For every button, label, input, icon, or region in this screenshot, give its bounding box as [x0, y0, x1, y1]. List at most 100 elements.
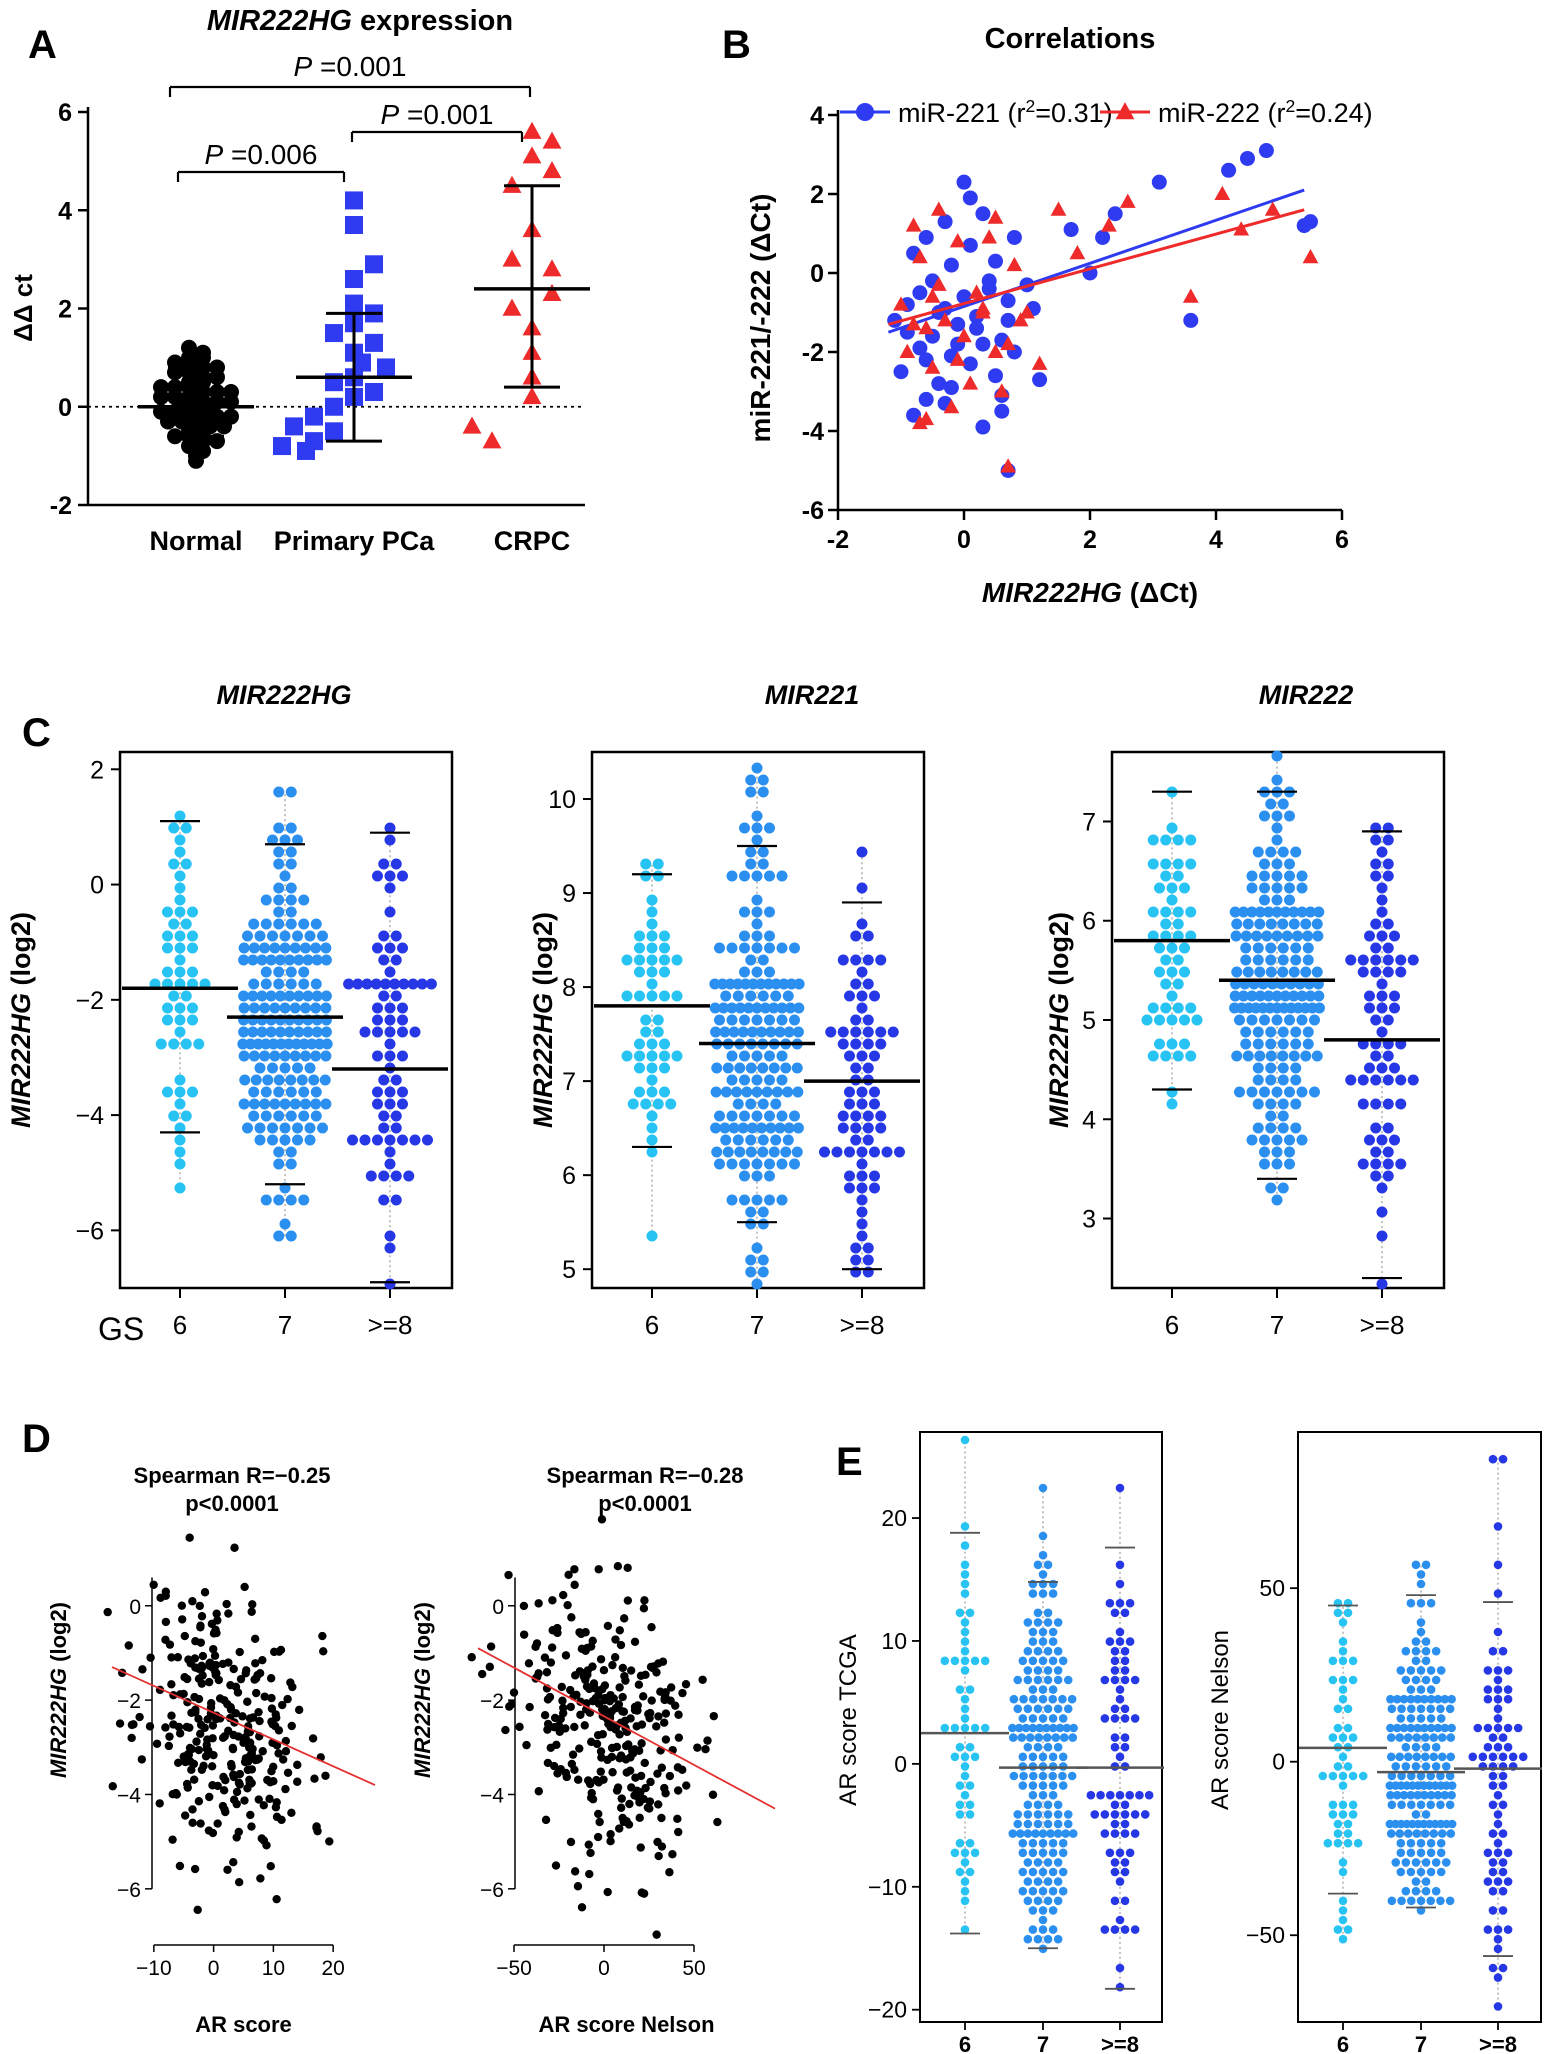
- panel-d-point: [628, 1746, 637, 1756]
- panel-c-point: [174, 1014, 186, 1026]
- panel-e-point: [1493, 1704, 1503, 1714]
- panel-c-point: [321, 1038, 333, 1050]
- panel-c-point: [289, 1002, 301, 1014]
- panel-d-point: [175, 1861, 185, 1871]
- panel-d-point: [570, 1580, 579, 1590]
- panel-b-point: [1258, 143, 1274, 159]
- panel-c-point: [384, 1278, 396, 1290]
- panel-e-point: [1338, 1656, 1348, 1666]
- panel-b-point: [975, 300, 991, 315]
- panel-e-point: [1413, 1790, 1422, 1800]
- panel-e-point: [1033, 1810, 1043, 1819]
- panel-c-point: [1382, 966, 1394, 978]
- panel-e-point: [1058, 1781, 1068, 1790]
- panel-c-point: [1277, 966, 1289, 978]
- panel-c-point: [285, 1110, 297, 1122]
- panel-c-point: [384, 1014, 396, 1026]
- panel-e-point: [1323, 1838, 1333, 1848]
- panel-d-point: [219, 1786, 229, 1795]
- panel-d-point: [568, 1750, 578, 1759]
- panel-c-ytick-label: 0: [90, 872, 104, 900]
- panel-c-point: [757, 1254, 769, 1266]
- panel-e-point: [1493, 1810, 1503, 1819]
- panel-c-point: [751, 1242, 763, 1254]
- panel-b-xlabel-part-0: MIR222HG: [982, 577, 1122, 608]
- panel-a-title-part-1: expression: [352, 5, 513, 37]
- panel-c-point: [1231, 918, 1243, 930]
- panel-c-point: [254, 1134, 266, 1146]
- panel-c-point: [652, 1026, 664, 1038]
- panel-c-point: [726, 1014, 738, 1026]
- panel-c-point: [1240, 942, 1252, 954]
- panel-c-point: [1290, 942, 1302, 954]
- panel-b-point: [1182, 288, 1199, 303]
- panel-d-point: [248, 1600, 257, 1609]
- panel-c-point: [745, 1134, 757, 1146]
- panel-c-point: [659, 930, 670, 942]
- panel-c-point: [289, 942, 301, 954]
- panel-d-point: [653, 1769, 662, 1778]
- panel-c-point: [1147, 834, 1159, 846]
- panel-c-point: [784, 1002, 796, 1014]
- panel-c-point: [652, 858, 664, 870]
- panel-d-point: [659, 1718, 669, 1727]
- panel-c-point: [238, 954, 250, 966]
- panel-c-point: [378, 1122, 390, 1134]
- panel-c-point: [299, 1098, 311, 1110]
- panel-d-point: [573, 1882, 583, 1891]
- panel-d-point: [278, 1755, 288, 1764]
- panel-c-point: [751, 966, 763, 978]
- panel-e-point: [1125, 1598, 1135, 1608]
- panel-e-point: [1387, 1896, 1397, 1906]
- panel-c-point: [273, 1110, 285, 1122]
- panel-c-point: [751, 822, 763, 834]
- panel-c-point: [317, 1122, 328, 1134]
- panel-c-point: [757, 1098, 769, 1110]
- panel-d-subplot-0: Spearman R=−0.25p<0.0001−6−4−20−10 0 10 20A…: [46, 1463, 376, 2037]
- panel-c-point: [732, 1098, 744, 1110]
- panel-c-point: [372, 870, 383, 882]
- panel-e-point: [1429, 1733, 1439, 1742]
- panel-c-point: [1141, 1014, 1153, 1026]
- panel-d-point: [246, 1810, 255, 1820]
- panel-d-point: [615, 1626, 625, 1635]
- panel-d-point: [152, 1739, 162, 1748]
- panel-c-point: [1382, 1014, 1394, 1026]
- panel-c-point: [1166, 1014, 1178, 1026]
- panel-e-point: [1493, 1714, 1503, 1723]
- panel-e-point: [1338, 1896, 1348, 1906]
- panel-e-point: [1034, 1733, 1044, 1742]
- panel-e-point: [1343, 1838, 1353, 1848]
- panel-c-point: [1395, 966, 1407, 978]
- panel-e-point: [960, 1896, 970, 1906]
- panel-c-ylabel-part-1: (log2): [6, 912, 36, 993]
- panel-c-point: [717, 978, 728, 990]
- panel-d-point: [230, 1543, 239, 1552]
- panel-c-point: [1147, 1050, 1159, 1062]
- panel-d-point: [615, 1730, 624, 1739]
- panel-c-point: [1259, 810, 1270, 822]
- panel-c-point: [1296, 882, 1308, 894]
- panel-e-point: [1023, 1810, 1033, 1819]
- panel-c-point: [731, 1086, 743, 1098]
- panel-b-point: [1050, 201, 1067, 216]
- panel-d-point: [254, 1754, 263, 1763]
- panel-b-point: [1032, 372, 1048, 388]
- panel-c-point: [390, 954, 402, 966]
- panel-c-point: [1376, 1182, 1388, 1194]
- panel-e-point: [1416, 1771, 1426, 1781]
- panel-d-point: [190, 1654, 200, 1663]
- panel-c-point: [751, 810, 763, 822]
- panel-c-point: [1231, 1050, 1243, 1062]
- panel-c-point: [782, 990, 794, 1002]
- panel-a-xtick-label: Normal: [149, 526, 242, 556]
- panel-d-point: [522, 1740, 531, 1750]
- panel-c-point: [1284, 894, 1295, 906]
- panel-c-point: [856, 1218, 868, 1230]
- panel-d-point: [248, 1744, 257, 1754]
- panel-d-point: [515, 1722, 524, 1732]
- panel-e-point: [1386, 1829, 1396, 1838]
- panel-e-point: [980, 1723, 990, 1733]
- panel-c-point: [162, 906, 173, 918]
